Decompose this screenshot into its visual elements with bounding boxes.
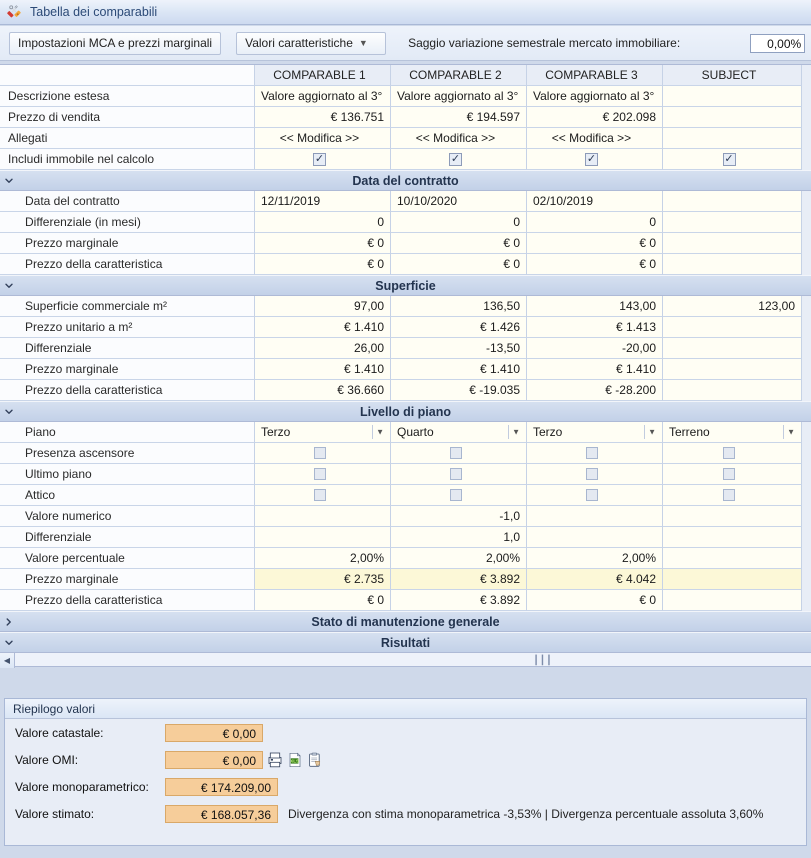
svg-text:XLS: XLS <box>290 758 299 763</box>
